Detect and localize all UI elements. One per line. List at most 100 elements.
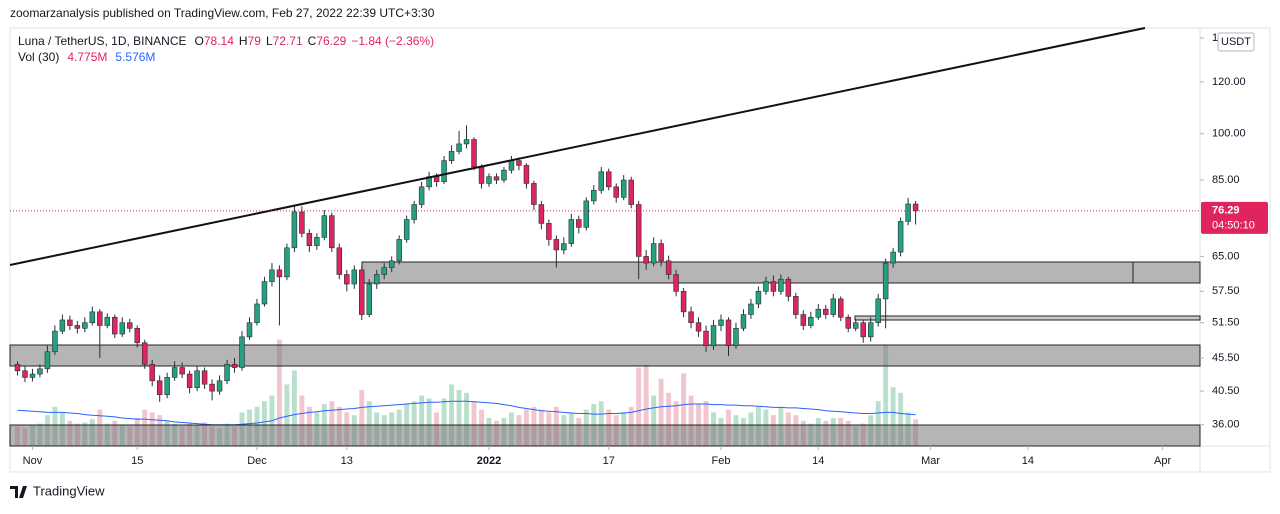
candle-body <box>867 322 874 338</box>
candle-body <box>890 251 896 264</box>
candle-body <box>239 336 245 368</box>
candle-body <box>22 370 28 378</box>
x-tick-label: 13 <box>341 455 353 467</box>
volume-bar <box>703 401 709 446</box>
y-tick-label: 51.50 <box>1212 317 1240 329</box>
candle-body <box>531 183 537 205</box>
volume-bar <box>651 395 657 446</box>
candle-body <box>598 171 604 191</box>
y-tick-label: 85.00 <box>1212 174 1240 186</box>
candle-body <box>14 364 21 372</box>
candle-body <box>456 143 462 152</box>
volume-bar <box>449 384 455 446</box>
volume-bar <box>673 401 679 446</box>
candle-body <box>448 151 455 161</box>
candle-body <box>523 165 530 184</box>
volume-bar <box>890 387 896 446</box>
candle-body <box>373 274 380 285</box>
volume-ma-value: 5.576M <box>115 50 155 64</box>
x-tick-label: 14 <box>1022 455 1034 467</box>
candle-body <box>680 291 687 313</box>
ohlc-value: 78.14 <box>204 34 234 48</box>
candle-body <box>246 322 253 338</box>
volume-bar <box>411 401 417 446</box>
candle-body <box>74 325 81 329</box>
frame <box>9 27 1271 473</box>
candle-body <box>141 342 148 365</box>
zones <box>9 261 1201 447</box>
volume-bar <box>419 395 425 446</box>
candle-body <box>37 368 43 375</box>
candle-body <box>411 204 417 220</box>
candle-body <box>194 370 200 388</box>
candle-body <box>905 203 911 222</box>
ohlc-prefix: O <box>195 34 204 48</box>
candle-body <box>269 269 275 282</box>
candle-body <box>845 316 851 329</box>
candle-body <box>284 247 290 278</box>
x-tick-label: 14 <box>812 455 824 467</box>
x-tick-label: Apr <box>1154 455 1171 467</box>
zone <box>854 315 1201 321</box>
brand-name: TradingView <box>33 483 105 498</box>
volume-value: 4.775M <box>67 50 107 64</box>
volume-bar <box>464 392 469 446</box>
ohlc-value: 79 <box>248 34 262 48</box>
currency: USDT <box>1221 36 1251 48</box>
candle-body <box>381 267 387 275</box>
candle-body <box>576 219 582 228</box>
candle-body <box>396 239 402 262</box>
y-tick-label: 65.00 <box>1212 250 1240 262</box>
candle-body <box>658 243 664 262</box>
volume-bar <box>658 378 664 446</box>
volume-ma-line <box>17 400 916 426</box>
candle-body <box>44 351 51 370</box>
candle-body <box>276 269 283 278</box>
candle-body <box>800 314 807 326</box>
volume-bar <box>277 339 282 446</box>
candle-body <box>808 316 814 326</box>
zone <box>9 424 1201 447</box>
candle-body <box>186 373 193 388</box>
candle-body <box>673 274 679 292</box>
ohlc-prefix: C <box>308 34 317 48</box>
candle-body <box>875 298 881 324</box>
candle-body <box>830 298 837 315</box>
candle-body <box>755 291 762 305</box>
candle-body <box>67 319 73 326</box>
candle-body <box>703 330 709 347</box>
last-price-label: 76.29 <box>1212 205 1240 217</box>
candle-body <box>59 319 66 332</box>
volume-bar <box>688 395 694 446</box>
ohlc-prefix: H <box>239 34 248 48</box>
x-tick-label: Nov <box>23 455 43 467</box>
candle-body <box>486 176 492 184</box>
volume-name: Vol (30) <box>18 50 59 64</box>
candle-body <box>613 186 619 198</box>
ohlc-prefix: L <box>266 34 273 48</box>
candle-body <box>351 269 358 285</box>
candle-body <box>433 176 440 183</box>
candle-body <box>127 322 133 329</box>
candle-body <box>538 204 545 224</box>
volume-bar <box>291 370 297 446</box>
candle-body <box>299 211 305 234</box>
candle-body <box>359 269 365 315</box>
candle-body <box>164 377 170 395</box>
volume-bar <box>471 401 477 446</box>
candle-body <box>441 160 447 183</box>
currency-box <box>1217 32 1255 52</box>
candle-body <box>635 204 642 257</box>
last-price-box <box>1201 201 1268 234</box>
y-tick-label: 40.50 <box>1212 385 1240 397</box>
zone <box>9 344 1201 367</box>
candle-body <box>209 383 215 392</box>
volume-bar <box>299 395 305 446</box>
candle-body <box>306 233 313 246</box>
candle-body <box>329 215 335 249</box>
candle-body <box>501 169 507 181</box>
candle-body <box>591 189 597 202</box>
candle-body <box>740 314 747 329</box>
y-tick-label: 120.00 <box>1212 76 1246 88</box>
ohlc-value: 76.29 <box>316 34 346 48</box>
